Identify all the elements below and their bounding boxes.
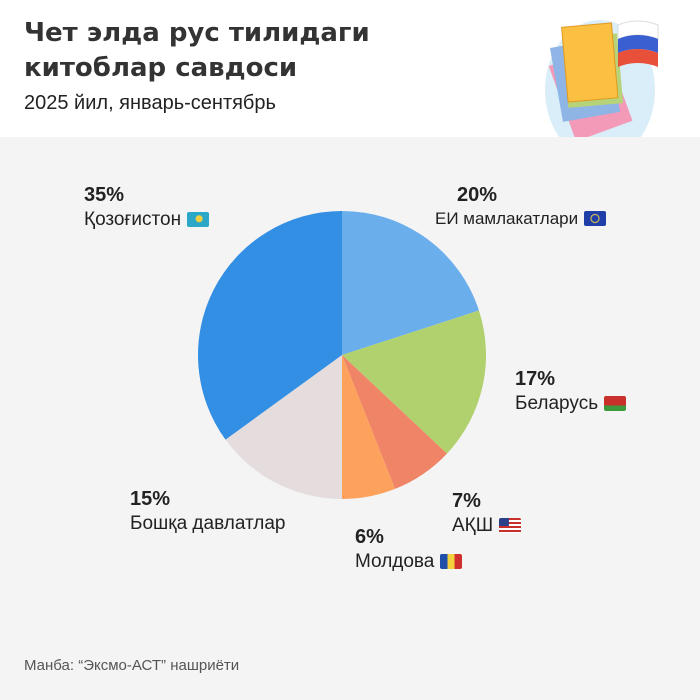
belarus-flag-icon bbox=[604, 396, 627, 411]
label-usa: 7% АҚШ bbox=[452, 490, 522, 537]
slice-label: ЕИ мамлакатлари bbox=[435, 209, 579, 228]
label-eu: 20% ЕИ мамлакатлари bbox=[435, 184, 607, 229]
moldova-flag-icon bbox=[440, 554, 463, 569]
label-other: 15% Бошқа давлатлар bbox=[130, 488, 286, 535]
pct-label: 7% bbox=[452, 490, 481, 512]
slice-label: Бошқа давлатлар bbox=[130, 513, 286, 534]
usa-flag-icon bbox=[499, 518, 522, 533]
eu-flag-icon bbox=[584, 211, 607, 226]
pct-label: 20% bbox=[457, 184, 498, 206]
pct-label: 6% bbox=[355, 526, 384, 548]
source-note: Манба: “Эксмо-АСТ” нашриёти bbox=[24, 657, 240, 674]
pie-slice-1 bbox=[342, 310, 486, 454]
pie-slice-5 bbox=[198, 211, 342, 440]
page-title: Чет элда рус тилидаги китоблар савдоси bbox=[24, 18, 370, 83]
pie-slice-3 bbox=[342, 355, 396, 499]
kazakhstan-flag-icon bbox=[187, 212, 210, 227]
page-subtitle: 2025 йил, январь-сентябрь bbox=[24, 92, 276, 114]
header: Чет элда рус тилидаги китоблар савдоси 2… bbox=[0, 0, 700, 137]
pct-label: 17% bbox=[515, 368, 556, 390]
pct-label: 35% bbox=[84, 184, 125, 206]
label-belarus: 17% Беларусь bbox=[515, 368, 627, 415]
pct-label: 15% bbox=[130, 488, 171, 510]
label-kazakhstan: 35% Қозоғистон bbox=[84, 184, 210, 231]
pie-slice-0 bbox=[342, 211, 479, 355]
slice-label: Беларусь bbox=[515, 393, 599, 414]
slice-label: Қозоғистон bbox=[84, 209, 182, 230]
pie-slice-2 bbox=[342, 355, 447, 489]
books-illustration bbox=[545, 20, 659, 137]
slice-label: АҚШ bbox=[452, 515, 494, 536]
pie-slice-4 bbox=[225, 355, 342, 499]
slice-label: Молдова bbox=[355, 551, 435, 572]
label-moldova: 6% Молдова bbox=[355, 526, 463, 573]
